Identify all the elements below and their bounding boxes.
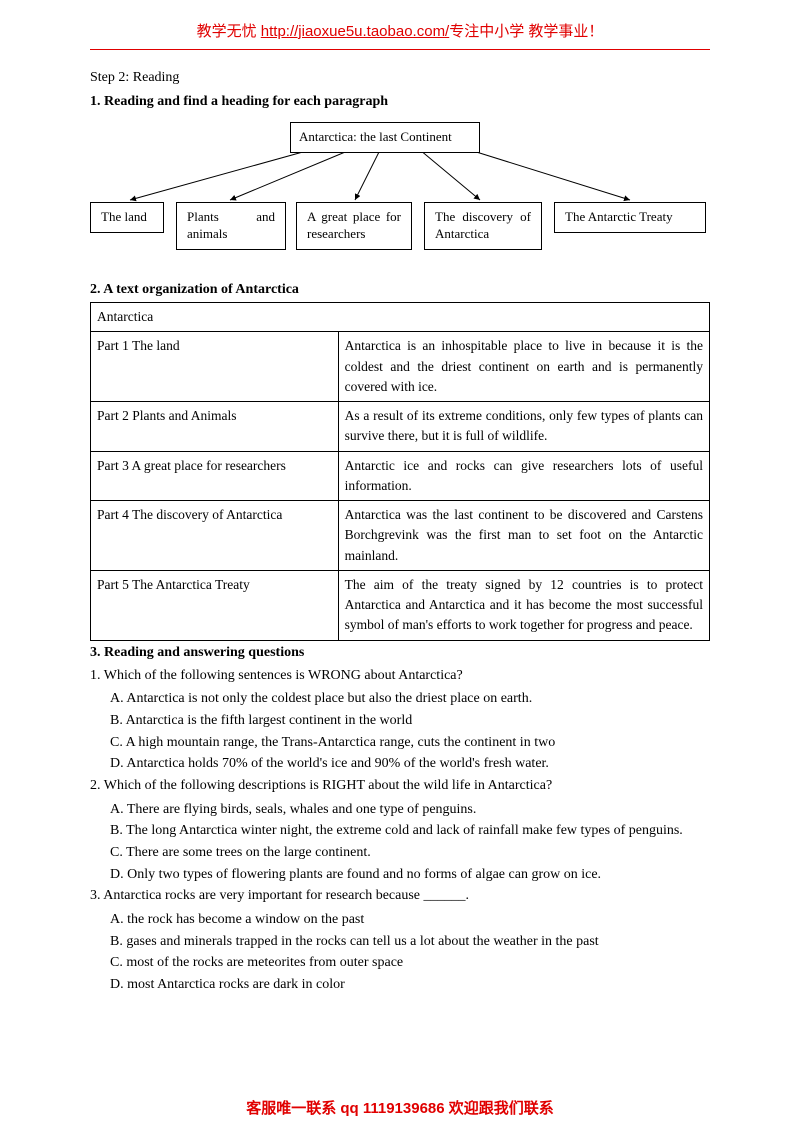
cell-left: Part 1 The land xyxy=(91,332,339,402)
option: A. the rock has become a window on the p… xyxy=(90,909,710,931)
question-text: 3. Antarctica rocks are very important f… xyxy=(90,885,710,907)
diagram-box-4: The discovery of Antarctica xyxy=(424,202,542,250)
question-block: 1. Which of the following sentences is W… xyxy=(90,665,710,775)
organization-table: Antarctica Part 1 The landAntarctica is … xyxy=(90,302,710,641)
table-row: Part 1 The landAntarctica is an inhospit… xyxy=(91,332,710,402)
hierarchy-diagram: Antarctica: the last Continent The land … xyxy=(90,122,710,262)
diagram-box-3: A great place for researchers xyxy=(296,202,412,250)
cell-left: Part 2 Plants and Animals xyxy=(91,402,339,452)
question-block: 3. Antarctica rocks are very important f… xyxy=(90,885,710,995)
option: A. Antarctica is not only the coldest pl… xyxy=(90,688,710,710)
option: C. most of the rocks are meteorites from… xyxy=(90,952,710,974)
table-row: Part 5 The Antarctica TreatyThe aim of t… xyxy=(91,570,710,640)
question-text: 2. Which of the following descriptions i… xyxy=(90,775,710,797)
question-block: 2. Which of the following descriptions i… xyxy=(90,775,710,885)
table-title: Antarctica xyxy=(91,303,710,332)
page-header: 教学无忧 http://jiaoxue5u.taobao.com/专注中小学 教… xyxy=(90,20,710,50)
step-label: Step 2: Reading xyxy=(90,70,710,86)
diagram-box-1: The land xyxy=(90,202,164,233)
section1-heading: 1. Reading and find a heading for each p… xyxy=(90,94,710,110)
header-link[interactable]: http://jiaoxue5u.taobao.com/ xyxy=(261,23,449,40)
cell-right: Antarctic ice and rocks can give researc… xyxy=(338,451,709,501)
option: D. Antarctica holds 70% of the world's i… xyxy=(90,753,710,775)
option: A. There are flying birds, seals, whales… xyxy=(90,799,710,821)
section2-heading: 2. A text organization of Antarctica xyxy=(90,282,710,298)
diagram-box-2: Plants and animals xyxy=(176,202,286,250)
option: B. Antarctica is the fifth largest conti… xyxy=(90,710,710,732)
cell-right: As a result of its extreme conditions, o… xyxy=(338,402,709,452)
option: C. A high mountain range, the Trans-Anta… xyxy=(90,732,710,754)
page-footer: 客服唯一联系 qq 1119139686 欢迎跟我们联系 xyxy=(0,1097,800,1118)
option: B. gases and minerals trapped in the roc… xyxy=(90,931,710,953)
table-row: Part 2 Plants and AnimalsAs a result of … xyxy=(91,402,710,452)
cell-right: Antarctica was the last continent to be … xyxy=(338,501,709,571)
option: D. Only two types of flowering plants ar… xyxy=(90,864,710,886)
option: C. There are some trees on the large con… xyxy=(90,842,710,864)
question-text: 1. Which of the following sentences is W… xyxy=(90,665,710,687)
option: D. most Antarctica rocks are dark in col… xyxy=(90,974,710,996)
option: B. The long Antarctica winter night, the… xyxy=(90,820,710,842)
cell-left: Part 4 The discovery of Antarctica xyxy=(91,501,339,571)
cell-right: Antarctica is an inhospitable place to l… xyxy=(338,332,709,402)
header-prefix: 教学无忧 xyxy=(197,23,261,40)
table-row: Part 3 A great place for researchersAnta… xyxy=(91,451,710,501)
diagram-root: Antarctica: the last Continent xyxy=(290,122,480,153)
cell-left: Part 5 The Antarctica Treaty xyxy=(91,570,339,640)
cell-right: The aim of the treaty signed by 12 count… xyxy=(338,570,709,640)
table-row: Part 4 The discovery of AntarcticaAntarc… xyxy=(91,501,710,571)
section3-heading: 3. Reading and answering questions xyxy=(90,645,710,661)
header-suffix: 专注中小学 教学事业！ xyxy=(449,23,603,40)
diagram-box-5: The Antarctic Treaty xyxy=(554,202,706,233)
cell-left: Part 3 A great place for researchers xyxy=(91,451,339,501)
